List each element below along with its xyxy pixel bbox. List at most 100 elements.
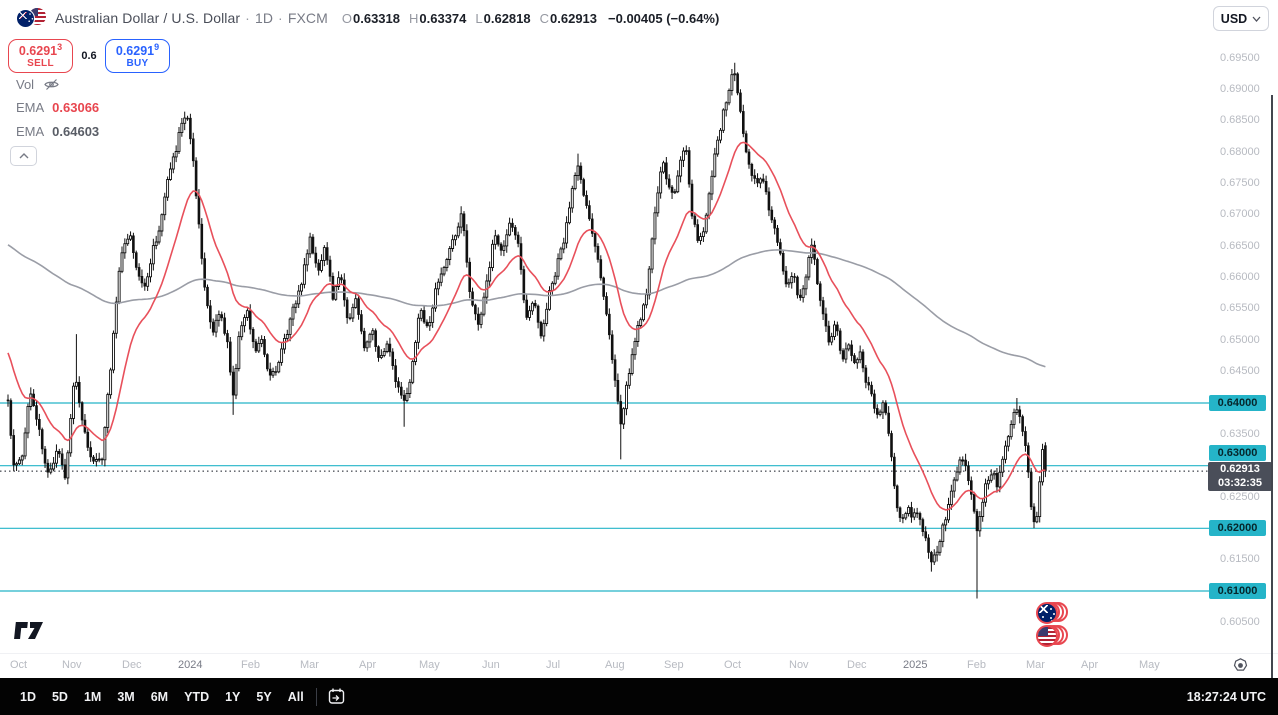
- ema-fast-line: [7, 141, 1046, 511]
- up-candles: [15, 73, 1044, 563]
- volume-legend-row[interactable]: Vol: [16, 76, 60, 93]
- buy-price-pip: 9: [154, 41, 160, 52]
- sell-button[interactable]: 0.62913 SELL: [8, 39, 73, 73]
- timeframe-label[interactable]: 1D: [254, 10, 274, 26]
- bottom-toolbar: 1D 5D 1M 3M 6M YTD 1Y 5Y All 18:27:24 UTC: [0, 678, 1278, 715]
- spread-value: 0.6: [81, 50, 97, 62]
- month-axis-label: Dec: [122, 659, 142, 671]
- level-price-badge[interactable]: 0.64000: [1209, 395, 1266, 411]
- sell-label: SELL: [27, 58, 54, 70]
- month-axis-label: Aug: [605, 659, 625, 671]
- price-tick-label: 0.63500: [1220, 428, 1260, 440]
- down-candles: [6, 73, 1047, 563]
- range-button-1d[interactable]: 1D: [20, 689, 36, 704]
- level-price-badge[interactable]: 0.62000: [1209, 520, 1266, 536]
- time-axis[interactable]: Oct Nov Dec 2024 Feb Mar Apr May Jun Jul Aug Sep Oct…: [0, 653, 1278, 678]
- range-button-6m[interactable]: 6M: [150, 689, 169, 704]
- eye-hidden-icon[interactable]: [43, 76, 60, 93]
- month-axis-label: Feb: [967, 659, 986, 671]
- tradingview-logo[interactable]: [14, 620, 44, 645]
- month-axis-label: Jul: [546, 659, 561, 671]
- price-tick-label: 0.68500: [1220, 114, 1260, 126]
- year-axis-label: 2025: [903, 659, 928, 671]
- usd-event-marker[interactable]: [1036, 625, 1068, 647]
- level-price-badge[interactable]: 0.63000: [1209, 445, 1266, 461]
- month-axis-label: Apr: [359, 659, 377, 671]
- horizontal-level-lines[interactable]: [0, 402, 1212, 592]
- au-flag-marker-icon: [1036, 602, 1058, 624]
- aud-event-marker[interactable]: [1036, 602, 1068, 624]
- month-axis-label: Apr: [1081, 659, 1099, 671]
- toolbar-divider: [315, 687, 317, 706]
- range-button-1m[interactable]: 1M: [83, 689, 102, 704]
- open-label: O: [341, 10, 352, 26]
- price-tick-label: 0.68000: [1220, 146, 1260, 158]
- price-axis[interactable]: 0.62913 03:32:35 0.69500 0.69000 0.68500 0.…: [1208, 0, 1278, 653]
- price-tick-label: 0.60500: [1220, 616, 1260, 628]
- low-label: L: [475, 10, 483, 26]
- month-axis-label: Nov: [62, 659, 82, 671]
- ema-fast-value: 0.63066: [52, 100, 100, 115]
- symbol-title[interactable]: Australian Dollar / U.S. Dollar · 1D · FXCM: [55, 10, 328, 26]
- buy-label: BUY: [126, 58, 149, 70]
- collapse-legend-button[interactable]: [10, 146, 37, 166]
- range-button-all[interactable]: All: [287, 689, 304, 704]
- price-tick-label: 0.69500: [1220, 52, 1260, 64]
- symbol-header: Australian Dollar / U.S. Dollar · 1D · FXCM …: [16, 7, 719, 29]
- range-button-3m[interactable]: 3M: [117, 689, 135, 704]
- month-axis-label: May: [1139, 659, 1160, 671]
- range-button-5y[interactable]: 5Y: [256, 689, 272, 704]
- high-value: 0.63374: [419, 10, 467, 26]
- ema-fast-legend-row[interactable]: EMA 0.63066: [16, 100, 99, 115]
- month-axis-label: Dec: [847, 659, 867, 671]
- range-button-ytd[interactable]: YTD: [184, 689, 210, 704]
- buy-button[interactable]: 0.62919 BUY: [105, 39, 170, 73]
- us-flag-marker-icon: [1036, 625, 1058, 647]
- month-axis-label: Mar: [1026, 659, 1045, 671]
- month-axis-label: Mar: [300, 659, 319, 671]
- right-edge-strip: [1271, 95, 1273, 678]
- ohlc-readout: O0.63318 H0.63374 L0.62818 C0.62913 −0.0…: [342, 11, 719, 26]
- sell-price-pip: 3: [57, 41, 63, 52]
- ema-slow-value: 0.64603: [52, 124, 100, 139]
- price-tick-label: 0.65500: [1220, 302, 1260, 314]
- ema-slow-legend-row[interactable]: EMA 0.64603: [16, 124, 99, 139]
- close-value: 0.62913: [550, 10, 598, 26]
- month-axis-label: Sep: [664, 659, 684, 671]
- gear-icon[interactable]: [1232, 657, 1249, 679]
- price-tick-label: 0.61500: [1220, 553, 1260, 565]
- volume-label: Vol: [16, 77, 35, 92]
- chart-pane[interactable]: [0, 0, 1212, 653]
- buy-price: 0.6291: [115, 43, 155, 58]
- low-value: 0.62818: [483, 10, 531, 26]
- candlestick-chart: [0, 62, 1212, 599]
- high-label: H: [409, 10, 419, 26]
- go-to-date-button[interactable]: [327, 687, 346, 706]
- price-tick-label: 0.65000: [1220, 334, 1260, 346]
- candle-wicks: [7, 62, 1046, 599]
- range-button-5d[interactable]: 5D: [51, 689, 68, 704]
- month-axis-label: Oct: [724, 659, 742, 671]
- separator-dot: ·: [245, 10, 250, 26]
- month-axis-label: Oct: [10, 659, 28, 671]
- month-axis-label: May: [419, 659, 440, 671]
- au-flag-icon: [16, 9, 35, 28]
- year-axis-label: 2024: [178, 659, 203, 671]
- chevron-down-icon: [1252, 14, 1261, 25]
- price-tick-label: 0.67000: [1220, 208, 1260, 220]
- ema-fast-label: EMA: [16, 100, 45, 115]
- range-button-1y[interactable]: 1Y: [225, 689, 241, 704]
- utc-clock: 18:27:24 UTC: [1186, 689, 1266, 704]
- exchange-label: FXCM: [287, 10, 328, 26]
- change-value: −0.00405 (−0.64%): [608, 10, 720, 26]
- current-price-value: 0.62913: [1220, 462, 1260, 475]
- close-label: C: [539, 10, 550, 26]
- month-axis-label: Jun: [482, 659, 500, 671]
- bar-countdown: 03:32:35: [1217, 476, 1263, 489]
- currency-selector[interactable]: USD: [1213, 6, 1269, 31]
- date-range-buttons: 1D 5D 1M 3M 6M YTD 1Y 5Y All: [12, 686, 312, 708]
- level-price-badge[interactable]: 0.61000: [1209, 583, 1266, 599]
- symbol-name: Australian Dollar / U.S. Dollar: [55, 10, 241, 26]
- price-tick-label: 0.69000: [1220, 83, 1260, 95]
- price-tick-label: 0.64500: [1220, 365, 1260, 377]
